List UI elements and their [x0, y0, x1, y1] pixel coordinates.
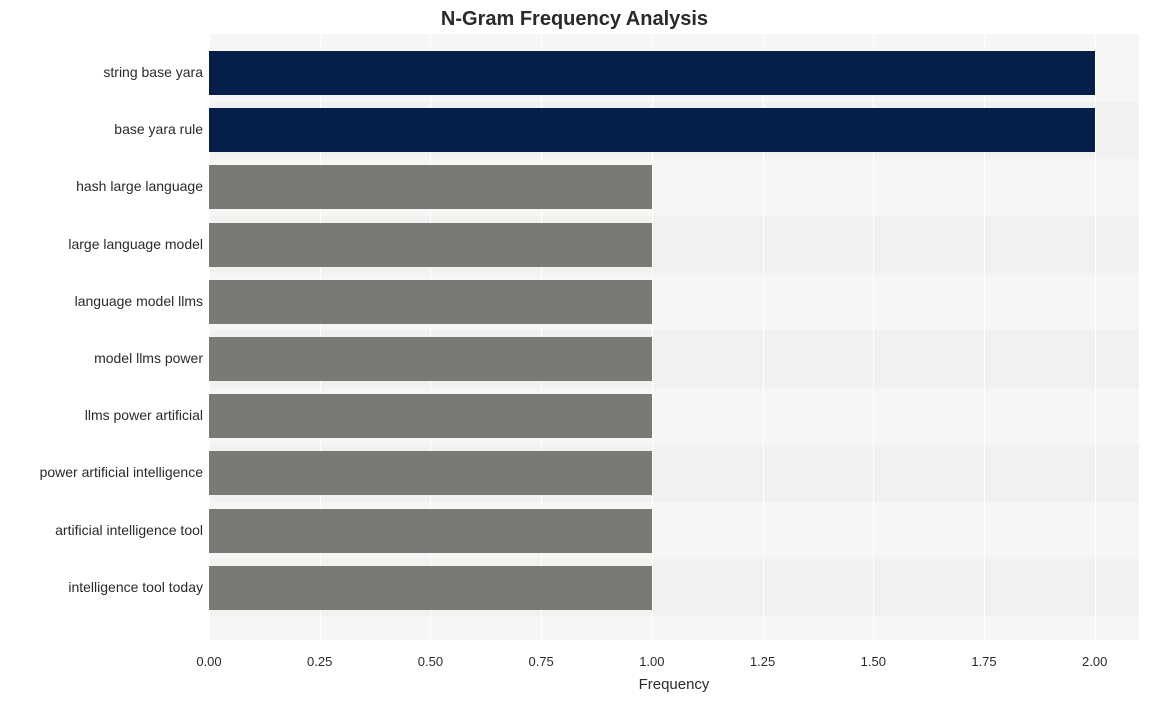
x-tick-label: 1.00: [639, 654, 664, 669]
bar: [209, 223, 652, 267]
bar: [209, 280, 652, 324]
y-tick-label: llms power artificial: [85, 407, 203, 423]
y-tick-label: base yara rule: [114, 121, 203, 137]
y-tick-label: model llms power: [94, 350, 203, 366]
y-tick-label: hash large language: [76, 178, 203, 194]
bar: [209, 337, 652, 381]
x-tick-label: 2.00: [1082, 654, 1107, 669]
ngram-frequency-chart: N-Gram Frequency Analysis string base ya…: [0, 0, 1149, 701]
y-tick-label: artificial intelligence tool: [55, 522, 203, 538]
x-tick-label: 0.00: [196, 654, 221, 669]
x-tick-label: 0.25: [307, 654, 332, 669]
x-tick-label: 1.75: [971, 654, 996, 669]
bar: [209, 51, 1095, 95]
plot-area: [209, 34, 1139, 640]
bar: [209, 509, 652, 553]
grid-line: [1095, 34, 1096, 640]
y-tick-label: power artificial intelligence: [40, 464, 203, 480]
x-tick-label: 0.75: [528, 654, 553, 669]
x-tick-label: 1.25: [750, 654, 775, 669]
bar: [209, 566, 652, 610]
bar: [209, 108, 1095, 152]
y-tick-label: string base yara: [103, 64, 203, 80]
chart-title: N-Gram Frequency Analysis: [0, 8, 1149, 31]
x-axis-label: Frequency: [639, 676, 710, 693]
bar: [209, 165, 652, 209]
y-tick-label: large language model: [68, 236, 203, 252]
y-tick-label: intelligence tool today: [68, 579, 203, 595]
y-tick-label: language model llms: [75, 293, 203, 309]
x-tick-label: 1.50: [861, 654, 886, 669]
x-tick-label: 0.50: [418, 654, 443, 669]
bar: [209, 394, 652, 438]
bar: [209, 451, 652, 495]
